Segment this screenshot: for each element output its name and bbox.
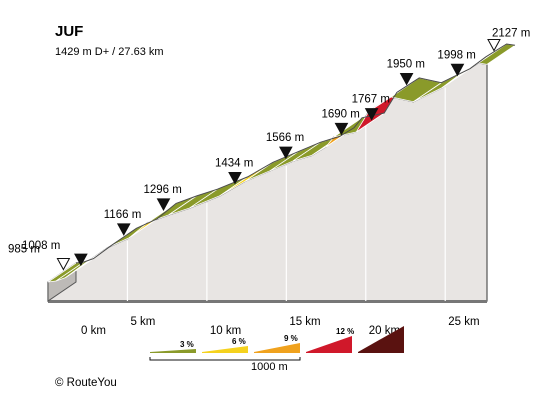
waypoint-marker-icon: [228, 171, 242, 185]
elevation-label: 1767 m: [352, 94, 390, 106]
waypoint-marker-icon: [278, 146, 293, 160]
gradient-legend-label: 6 %: [232, 337, 246, 346]
elevation-label: 1690 m: [321, 108, 359, 120]
copyright-text: © RouteYou: [55, 377, 117, 389]
waypoint-marker-icon: [116, 223, 131, 236]
distance-tick-label: 10 km: [210, 325, 241, 337]
elevation-label: 1434 m: [215, 157, 253, 169]
elevation-label: 1166 m: [104, 209, 142, 221]
waypoint-marker-icon: [450, 63, 465, 77]
profile-back-edge: [75, 43, 516, 264]
waypoint-marker-icon: [364, 108, 379, 121]
distance-tick-label: 15 km: [289, 316, 320, 328]
profile-top-layer: [47, 43, 517, 283]
gradient-legend-swatch: [150, 349, 196, 353]
profile-side-face: [47, 62, 488, 302]
waypoint-marker-icon: [399, 72, 414, 86]
gradient-legend-swatch: [306, 336, 352, 353]
gradient-legend-swatch: [202, 346, 248, 353]
elevation-label: 1950 m: [387, 58, 425, 70]
waypoint-marker-icon: [74, 253, 88, 267]
gradient-legend: 3 % 6 % 9 % 12 % 1000 m: [149, 326, 404, 373]
distance-tick-label: 5 km: [130, 316, 155, 328]
scale-bar: [149, 357, 301, 361]
elevation-label: 1296 m: [143, 184, 181, 196]
gradient-legend-label: 3 %: [180, 340, 194, 349]
profile-bottom-rim: [48, 300, 487, 303]
elevation-label: 985 m: [8, 244, 40, 256]
elevation-label: 1008 m: [22, 240, 60, 252]
distance-tick-label: 0 km: [81, 325, 106, 337]
elevation-label: 1566 m: [266, 132, 304, 144]
scale-label: 1000 m: [251, 361, 288, 373]
gradient-legend-swatch: [254, 343, 300, 353]
gradient-legend-swatch: [358, 326, 404, 353]
elevation-label: 2127 m: [492, 28, 530, 40]
distance-tick-label: 25 km: [448, 316, 479, 328]
start-marker-icon: [56, 258, 71, 271]
gradient-legend-label: 12 %: [336, 327, 354, 336]
waypoint-marker-icon: [334, 122, 349, 136]
elevation-label: 1998 m: [437, 49, 475, 61]
end-marker-icon: [487, 39, 501, 52]
chart-subtitle: 1429 m D+ / 27.63 km: [55, 46, 164, 58]
waypoint-marker-icon: [156, 198, 171, 211]
chart-title: JUF: [55, 23, 83, 40]
gradient-legend-label: 9 %: [284, 334, 298, 343]
gradient-segment: [477, 43, 517, 65]
profile-side-layer: [47, 62, 488, 303]
